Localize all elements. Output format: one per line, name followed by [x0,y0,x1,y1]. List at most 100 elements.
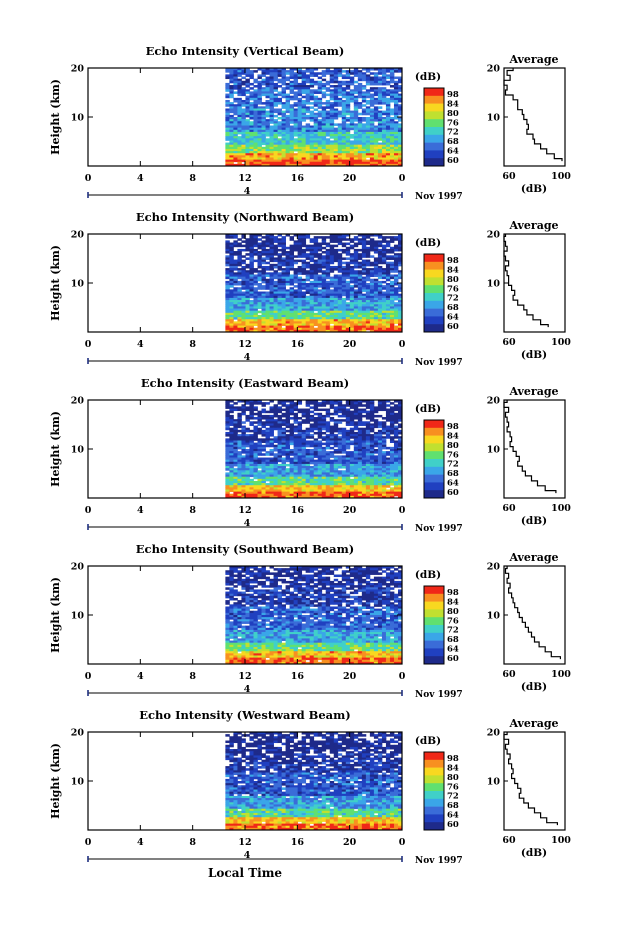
heatmap-cell [262,440,266,443]
heatmap-cell [346,447,350,450]
heatmap-cell [330,447,334,450]
heatmap-cell [233,464,237,467]
heatmap-cell [386,447,390,450]
heatmap-cell [330,262,334,265]
x-tick-label: 4 [137,173,144,184]
heatmap-cell [334,245,338,248]
heatmap-cell [294,421,298,424]
heatmap-cell [378,72,382,75]
heatmap-cell [302,272,306,275]
heatmap-cell [266,106,270,109]
heatmap-cell [370,83,374,86]
heatmap-cells [225,68,402,166]
heatmap-cell [318,115,322,118]
heatmap-cell [362,411,366,414]
heatmap-cell [322,409,326,412]
heatmap-cell [294,249,298,252]
heatmap-cell [278,113,282,116]
heatmap-cell [342,245,346,248]
heatmap-cell [334,240,338,243]
heatmap-cell [245,74,249,77]
heatmap-cell [358,113,362,116]
heatmap-cell [257,238,261,241]
heatmap-cell [354,245,358,248]
heatmap-cell [241,413,245,416]
heatmap-cell [322,438,326,441]
heatmap-cell [290,283,294,286]
heatmap-cell [370,430,374,433]
heatmap-cell [366,236,370,239]
colorbar-swatch [424,309,444,317]
heatmap-cell [382,277,386,280]
heatmap-cell [310,419,314,422]
panel-3: Echo Intensity (Eastward Beam)1020Height… [49,376,571,534]
heatmap-cell [241,94,245,97]
heatmap-cell [294,255,298,258]
heatmap-cell [358,257,362,260]
heatmap-cell [253,409,257,412]
heatmap-cell [278,411,282,414]
heatmap-cell [342,262,346,265]
heatmap-cell [257,247,261,250]
heatmap-cell [266,274,270,277]
heatmap-cell [386,245,390,248]
heatmap-cell [350,72,354,75]
heatmap-cell [358,243,362,246]
heatmap-cell [282,423,286,426]
heatmap-cell [294,409,298,412]
heatmap-cell [330,419,334,422]
heatmap-cell [366,243,370,246]
heatmap-cell [290,268,294,271]
heatmap-cell [298,417,302,420]
heatmap-cell [362,272,366,275]
heatmap-cell [286,72,290,75]
heatmap-cell [249,296,253,299]
heatmap-cell [310,119,314,122]
heatmap-cell [314,409,318,412]
heatmap-cell [245,249,249,252]
heatmap-cell [233,91,237,94]
heatmap-cell [294,134,298,137]
heatmap-cell [286,87,290,90]
heatmap-cell [274,415,278,418]
heatmap-cell [266,262,270,265]
heatmap-cell [386,419,390,422]
heatmap-cell [274,89,278,92]
heatmap-cells [225,400,402,498]
heatmap-cell [229,285,233,288]
heatmap-cell [310,260,314,263]
heatmap-cell [354,285,358,288]
average-title: Average [508,53,558,66]
heatmap-cell [390,432,394,435]
heatmap-cell [266,245,270,248]
heatmap-cell [322,102,326,105]
heatmap-cell [354,428,358,431]
heatmap-cell [253,253,257,256]
heatmap-cell [378,102,382,105]
heatmap-cell [342,451,346,454]
x-tick-label: 0 [399,173,406,184]
heatmap-cell [370,274,374,277]
heatmap-cell [233,283,237,286]
heatmap-cell [257,279,261,282]
colorbar-swatch [424,119,444,127]
heatmap-cell [358,249,362,252]
heatmap-cell [253,245,257,248]
heatmap-cell [310,98,314,101]
heatmap-cell [245,266,249,269]
heatmap-cell [225,264,229,267]
heatmap-cell [262,94,266,97]
heatmap-cell [334,445,338,448]
heatmap-cell [318,285,322,288]
heatmap-cell [350,443,354,446]
heatmap-cell [330,98,334,101]
heatmap-cell [253,417,257,420]
heatmap-cell [314,432,318,435]
heatmap-cell [306,445,310,448]
heatmap-cell [229,81,233,84]
heatmap-cell [237,409,241,412]
heatmap-cell [318,106,322,109]
heatmap-cell [225,104,229,107]
